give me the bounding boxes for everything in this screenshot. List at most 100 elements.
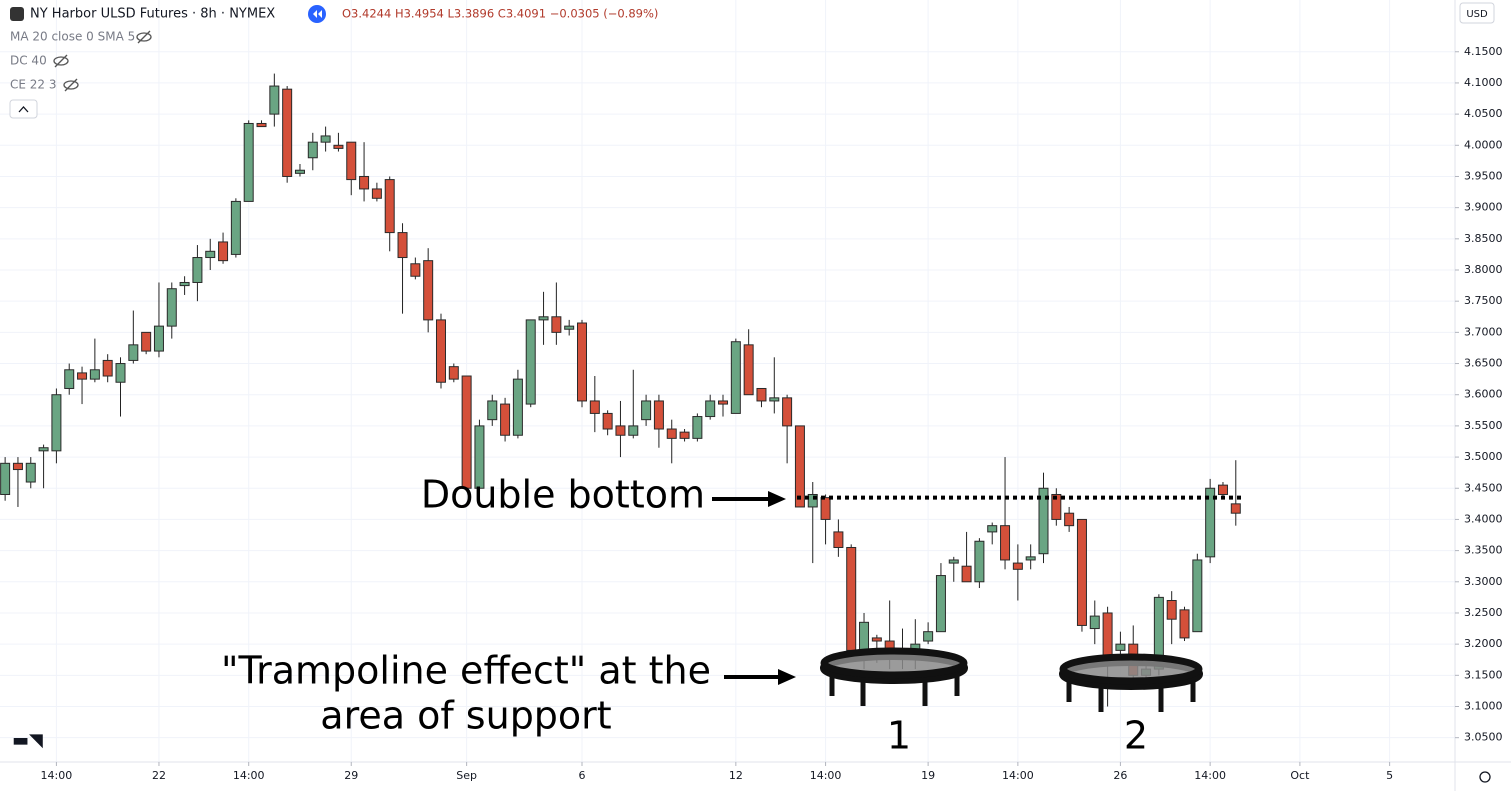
y-tick-label: 3.8500 xyxy=(1464,232,1503,245)
symbol-title: NY Harbor ULSD Futures · 8h · NYMEX xyxy=(30,7,275,22)
candle-body xyxy=(89,369,100,380)
candle-body xyxy=(474,425,485,489)
candle-body xyxy=(333,144,344,149)
candle-body xyxy=(974,540,985,583)
candles xyxy=(0,73,1241,707)
hidden-icons xyxy=(53,30,152,92)
candle-body xyxy=(1038,487,1049,555)
candle-body xyxy=(307,141,318,159)
candle-body xyxy=(679,431,690,439)
y-tick-label: 3.9500 xyxy=(1464,169,1503,182)
symbol-icon xyxy=(10,7,24,21)
collapse-button[interactable] xyxy=(9,99,38,119)
candle-body xyxy=(743,344,754,396)
y-tick-label: 3.1500 xyxy=(1464,668,1503,681)
x-tick-label: 6 xyxy=(579,769,586,782)
candle-body xyxy=(153,325,164,352)
candle-body xyxy=(397,232,408,259)
candle-body xyxy=(871,637,882,642)
candle-body xyxy=(410,263,421,277)
candle-body xyxy=(692,416,703,439)
candle-body xyxy=(1166,599,1177,620)
currency: USD xyxy=(1466,9,1488,20)
trampoline-2 xyxy=(1059,653,1203,712)
indicator[interactable]: CE 22 3 xyxy=(10,78,57,92)
candle-body xyxy=(602,412,613,430)
candle-body xyxy=(641,400,652,421)
candle-body xyxy=(923,631,934,642)
y-tick-label: 3.3500 xyxy=(1464,544,1503,557)
candle-body xyxy=(577,322,587,402)
annotation: area of support xyxy=(320,694,611,738)
candle-body xyxy=(1012,562,1023,570)
x-tick-label: 22 xyxy=(152,769,166,782)
annotation: 2 xyxy=(1124,714,1148,758)
candle-body xyxy=(435,319,446,383)
replay-icon xyxy=(313,10,322,18)
candle-body xyxy=(961,565,972,583)
ohlc-values: O3.4244 H3.4954 L3.3896 C3.4091 −0.0305 … xyxy=(342,7,658,21)
candle-body xyxy=(461,375,472,489)
indicator[interactable]: MA 20 close 0 SMA 5 xyxy=(10,30,135,44)
candle-body xyxy=(64,369,75,389)
candle-body xyxy=(820,497,831,520)
candle-body xyxy=(218,241,229,262)
candle-body xyxy=(628,425,639,436)
y-tick-label: 3.4000 xyxy=(1464,512,1503,525)
candle-body xyxy=(359,175,370,190)
y-tick-label: 3.7000 xyxy=(1464,325,1503,338)
collapse-icon xyxy=(18,106,29,113)
candle-body xyxy=(512,378,523,436)
candle-body xyxy=(705,400,716,418)
y-tick-label: 3.5000 xyxy=(1464,450,1503,463)
overlay: Double bottom "Trampoline effect" at the… xyxy=(221,473,1243,758)
candle-body xyxy=(615,425,626,436)
settings-button[interactable] xyxy=(1479,771,1491,783)
candle-body xyxy=(1064,512,1075,527)
y-tick-label: 4.1500 xyxy=(1464,45,1503,58)
candle-body xyxy=(487,400,498,421)
logo: ▬◥ xyxy=(12,730,43,751)
candle-body xyxy=(205,250,216,259)
candle-body xyxy=(423,260,434,321)
candle-body xyxy=(794,425,805,508)
candle-body xyxy=(77,372,88,380)
annotation: 1 xyxy=(887,714,911,758)
y-tick-label: 3.0500 xyxy=(1464,731,1503,744)
candle-body xyxy=(1000,525,1011,561)
x-tick-label: 14:00 xyxy=(1002,769,1034,782)
x-tick-label: 29 xyxy=(344,769,358,782)
candle-body xyxy=(38,447,49,452)
x-tick-label: Oct xyxy=(1290,769,1310,782)
x-tick-label: 14:00 xyxy=(1194,769,1226,782)
candle-body xyxy=(718,400,729,405)
y-tick-label: 3.4500 xyxy=(1464,481,1503,494)
candle-body xyxy=(538,316,549,321)
y-tick-label: 3.2000 xyxy=(1464,637,1503,650)
arrow xyxy=(724,669,796,685)
candle-body xyxy=(128,344,139,361)
candle-body xyxy=(935,575,946,633)
x-tick-label: Sep xyxy=(456,769,477,782)
candle-body xyxy=(1192,559,1203,633)
candle-body xyxy=(1102,612,1113,658)
candle-body xyxy=(12,462,23,471)
candle-body xyxy=(589,400,600,414)
indicator[interactable]: DC 40 xyxy=(10,54,47,68)
candle-body xyxy=(141,331,152,352)
candle-body xyxy=(448,366,459,380)
y-tick-label: 3.8000 xyxy=(1464,263,1503,276)
y-tick-label: 3.3000 xyxy=(1464,575,1503,588)
x-tick-label: 12 xyxy=(729,769,743,782)
candle-body xyxy=(115,363,126,383)
candle-body xyxy=(1115,643,1126,651)
candle-body xyxy=(564,325,575,330)
candle-body xyxy=(294,169,305,174)
candle-body xyxy=(346,141,357,181)
candle-body xyxy=(769,397,780,402)
candle-body xyxy=(653,400,664,430)
candle-body xyxy=(269,85,280,115)
candle-body xyxy=(666,428,677,439)
currency-button[interactable] xyxy=(1459,2,1495,24)
